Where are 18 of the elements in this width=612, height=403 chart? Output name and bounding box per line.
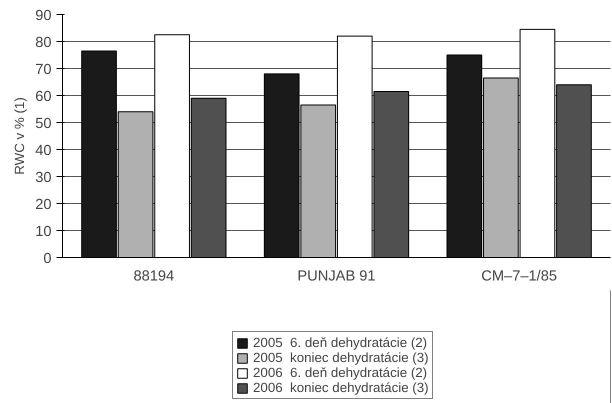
x-tick-label: CM–7–1/85 [481, 268, 558, 284]
y-tick-label: 90 [35, 8, 52, 24]
legend-label: 2005 6. deň dehydratácie (2) [253, 335, 428, 350]
legend-label: 2006 koniec dehydratácie (3) [253, 380, 429, 395]
y-tick-label: 70 [35, 62, 52, 78]
x-tick-label: 88194 [133, 268, 174, 284]
y-tick-label: 10 [35, 224, 52, 240]
y-axis-title: RWC v % (1) [12, 97, 28, 175]
y-tick-label: 40 [35, 143, 52, 159]
y-tick-label: 0 [43, 251, 52, 267]
y-tick-label: 50 [35, 116, 52, 132]
y-tick-label: 20 [35, 197, 52, 213]
y-tick-label: 80 [35, 35, 52, 51]
legend-label: 2005 koniec dehydratácie (3) [253, 350, 429, 365]
legend-label: 2006 6. deň dehydratácie (2) [253, 365, 428, 380]
y-tick-label: 60 [35, 89, 52, 105]
x-tick-label: PUNJAB 91 [297, 268, 376, 284]
y-tick-label: 30 [35, 170, 52, 186]
